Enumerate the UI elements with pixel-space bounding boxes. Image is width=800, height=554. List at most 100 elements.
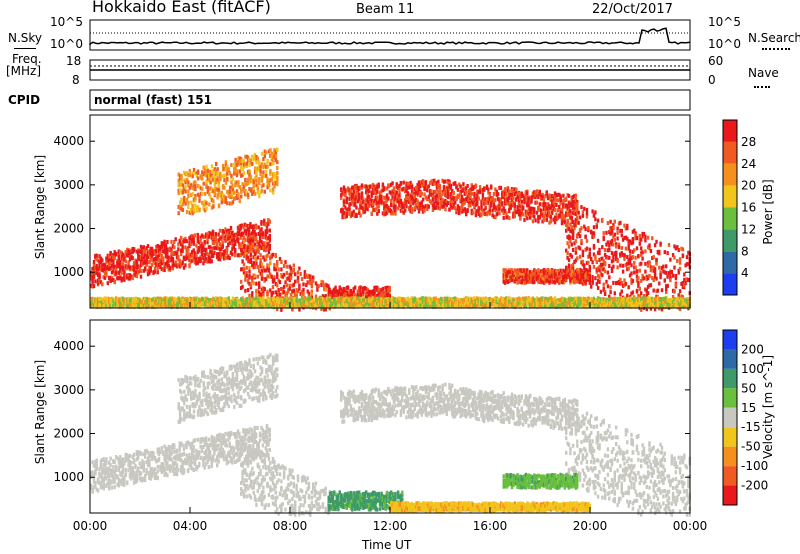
power-echo-cell-1 [291, 270, 294, 275]
power-echo-cell-0 [106, 257, 109, 262]
power-echo-cell-7 [201, 170, 204, 175]
power-echo-cell-3 [370, 198, 373, 203]
power-echo-cell-0 [114, 269, 118, 274]
power-echo-cell-0 [263, 218, 266, 223]
power-echo-cell-3 [445, 187, 448, 192]
power-echo-cell-1 [273, 275, 276, 280]
power-echo-cell-1 [267, 267, 271, 272]
power-echo-cell-5 [612, 254, 615, 259]
power-echo-cell-4 [527, 206, 530, 211]
power-echo-cell-5 [659, 273, 662, 278]
power-echo-cell-1 [321, 280, 325, 285]
power-echo-cell-0 [148, 252, 151, 257]
power-echo-cell-0 [188, 240, 191, 245]
power-echo-cell-2 [384, 289, 387, 293]
power-echo-cell-7 [196, 170, 200, 175]
power-echo-cell-5 [685, 277, 689, 282]
power-echo-cell-4 [467, 193, 471, 198]
power-echo-cell-5 [653, 271, 657, 275]
power-echo-cell-6 [510, 275, 514, 280]
power-echo-cell-5 [581, 262, 585, 267]
power-echo-cell-7 [178, 200, 182, 205]
power-echo-cell-4 [470, 211, 473, 216]
power-echo-cell-5 [591, 209, 594, 214]
power-echo-cell-7 [251, 162, 254, 166]
power-echo-cell-1 [267, 274, 271, 279]
power-echo-cell-2 [363, 286, 366, 291]
power-echo-cell-3 [437, 201, 440, 206]
power-echo-cell-0 [203, 247, 206, 252]
power-echo-cell-3 [444, 201, 447, 206]
power-echo-cell-0 [191, 234, 194, 238]
power-echo-cell-7 [259, 168, 262, 173]
power-echo-cell-7 [215, 161, 218, 166]
power-echo-cell-0 [257, 232, 260, 236]
power-echo-cell-5 [596, 278, 600, 283]
power-echo-cell-2 [377, 287, 380, 292]
power-echo-cell-6 [540, 273, 543, 278]
power-echo-cell-0 [119, 266, 122, 271]
power-echo-cell-0 [268, 219, 271, 224]
power-echo-cell-3 [437, 197, 440, 202]
power-echo-cell-0 [126, 250, 129, 255]
power-echo-cell-4 [542, 214, 546, 219]
power-echo-cell-7 [234, 180, 237, 185]
power-echo-cell-3 [441, 204, 444, 209]
power-echo-cell-1 [255, 257, 258, 262]
power-echo-cell-5 [565, 228, 568, 233]
power-echo-cell-7 [219, 171, 222, 176]
power-echo-cell-2 [342, 293, 346, 298]
power-echo-cell-1 [241, 251, 244, 256]
power-echo-cell-6 [502, 279, 505, 284]
power-echo-cell-3 [381, 182, 385, 187]
power-echo-cell-6 [513, 276, 516, 281]
power-echo-cell-2 [328, 289, 332, 294]
power-echo-cell-4 [498, 185, 501, 190]
power-echo-cell-6 [519, 274, 522, 279]
power-echo-cell-0 [239, 243, 242, 248]
power-echo-cell-5 [567, 266, 571, 271]
power-echo-cell-0 [153, 269, 157, 274]
power-echo-cell-0 [245, 229, 248, 233]
power-echo-cell-7 [180, 207, 183, 212]
power-echo-cell-0 [157, 245, 161, 249]
power-echo-cell-7 [237, 192, 240, 197]
power-echo-cell-6 [548, 276, 551, 281]
power-echo-cell-5 [591, 280, 594, 285]
power-echo-cell-7 [217, 184, 221, 189]
power-echo-cell-0 [213, 246, 216, 251]
power-echo-cell-5 [619, 252, 622, 257]
power-echo-cell-1 [276, 264, 279, 269]
power-echo-cell-5 [566, 255, 569, 260]
power-echo-cell-5 [640, 237, 643, 242]
power-echo-cell-7 [183, 178, 186, 183]
power-echo-cell-0 [218, 228, 222, 233]
power-echo-cell-4 [501, 201, 504, 206]
power-echo-cell-5 [584, 234, 587, 239]
power-echo-cell-5 [621, 283, 625, 288]
power-echo-cell-3 [423, 205, 426, 210]
power-echo-cell-3 [398, 203, 401, 208]
power-echo-cell-6 [526, 272, 529, 277]
power-echo-cell-3 [428, 181, 432, 186]
power-echo-cell-5 [616, 265, 619, 270]
power-echo-cell-1 [285, 291, 289, 296]
power-echo-cell-3 [410, 206, 414, 211]
power-echo-cell-0 [227, 228, 230, 233]
power-echo-cell-3 [441, 191, 444, 196]
power-echo-cell-5 [585, 246, 589, 251]
power-echo-cell-3 [346, 207, 350, 212]
power-echo-cell-3 [390, 209, 393, 213]
power-echo-cell-4 [466, 199, 469, 203]
power-echo-cell-7 [276, 170, 279, 175]
power-echo-cell-1 [246, 245, 250, 250]
power-echo-cell-7 [198, 194, 201, 199]
power-echo-cell-3 [438, 187, 441, 192]
power-echo-cell-5 [645, 293, 648, 298]
power-echo-cell-4 [533, 207, 536, 212]
power-echo-cell-4 [562, 199, 565, 203]
power-echo-cell-0 [164, 254, 168, 259]
power-echo-cell-5 [656, 288, 660, 293]
power-echo-cell-6 [506, 280, 510, 284]
power-echo-cell-4 [521, 212, 525, 217]
